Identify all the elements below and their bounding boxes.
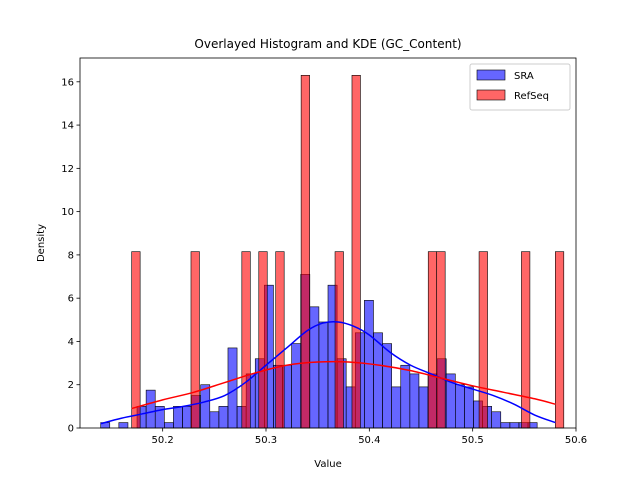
y-axis-label: Density [36,224,47,262]
y-axis: 0 2 4 6 8 10 12 14 16 [61,77,80,435]
sra-bar [500,422,511,429]
refseq-bar [521,251,531,429]
x-tick-label: 50.3 [255,435,277,446]
refseq-kde-line [131,360,556,410]
y-tick-label: 4 [68,337,74,348]
sra-bar [491,411,502,429]
sra-bar [291,343,302,429]
bars-layer [100,75,565,429]
sra-bar [118,422,129,429]
kde-layer [100,320,556,425]
y-tick-label: 0 [68,424,74,435]
y-tick-label: 8 [68,250,74,261]
sra-bar [418,386,429,429]
refseq-bar [131,251,141,429]
sra-bar [182,406,192,429]
sra-bar [318,321,329,429]
x-tick-label: 50.6 [565,435,587,446]
sra-bar [173,406,183,429]
sra-kde-line [100,320,556,425]
x-tick-label: 50.2 [152,435,174,446]
sra-bar [218,406,229,429]
y-tick-label: 12 [61,164,74,175]
refseq-bar [478,251,488,429]
sra-legend-swatch [476,69,506,81]
refseq-bar [190,251,200,429]
sra-bar [400,364,411,429]
x-axis: 50.2 50.3 50.4 50.5 50.6 [152,428,587,446]
y-tick-label: 10 [61,207,74,218]
sra-bar [464,386,474,429]
sra-bar [227,347,238,429]
legend: SRA RefSeq [469,63,571,111]
refseq-legend-swatch [476,89,506,101]
y-tick-label: 16 [61,77,74,88]
sra-bar [200,384,211,429]
x-axis-label: Value [314,459,341,470]
refseq-bar [427,251,438,429]
refseq-bar [241,251,251,429]
sra-legend-label: SRA [514,71,534,82]
sra-bar [382,343,392,429]
x-tick-label: 50.4 [358,435,380,446]
y-tick-label: 6 [68,294,74,305]
x-tick-label: 50.5 [462,435,484,446]
sra-bar [409,373,420,429]
plot-frame [79,57,577,429]
chart-title: Overlayed Histogram and KDE (GC_Content) [194,37,461,51]
y-tick-label: 14 [61,121,74,132]
sra-bar [455,384,465,429]
sra-bar [373,332,383,429]
refseq-legend-label: RefSeq [514,91,549,102]
sra-bar [145,389,156,429]
refseq-bar [334,251,344,429]
refseq-bar [275,251,285,429]
refseq-bar [351,75,361,429]
refseq-bar [300,75,310,429]
y-tick-label: 2 [68,380,74,391]
sra-bar [391,386,402,429]
refseq-bar [436,251,446,429]
sra-bar [164,422,174,429]
sra-bar [509,422,520,429]
refseq-bar [555,251,565,429]
refseq-bar [258,251,268,429]
sra-bar [209,411,220,429]
